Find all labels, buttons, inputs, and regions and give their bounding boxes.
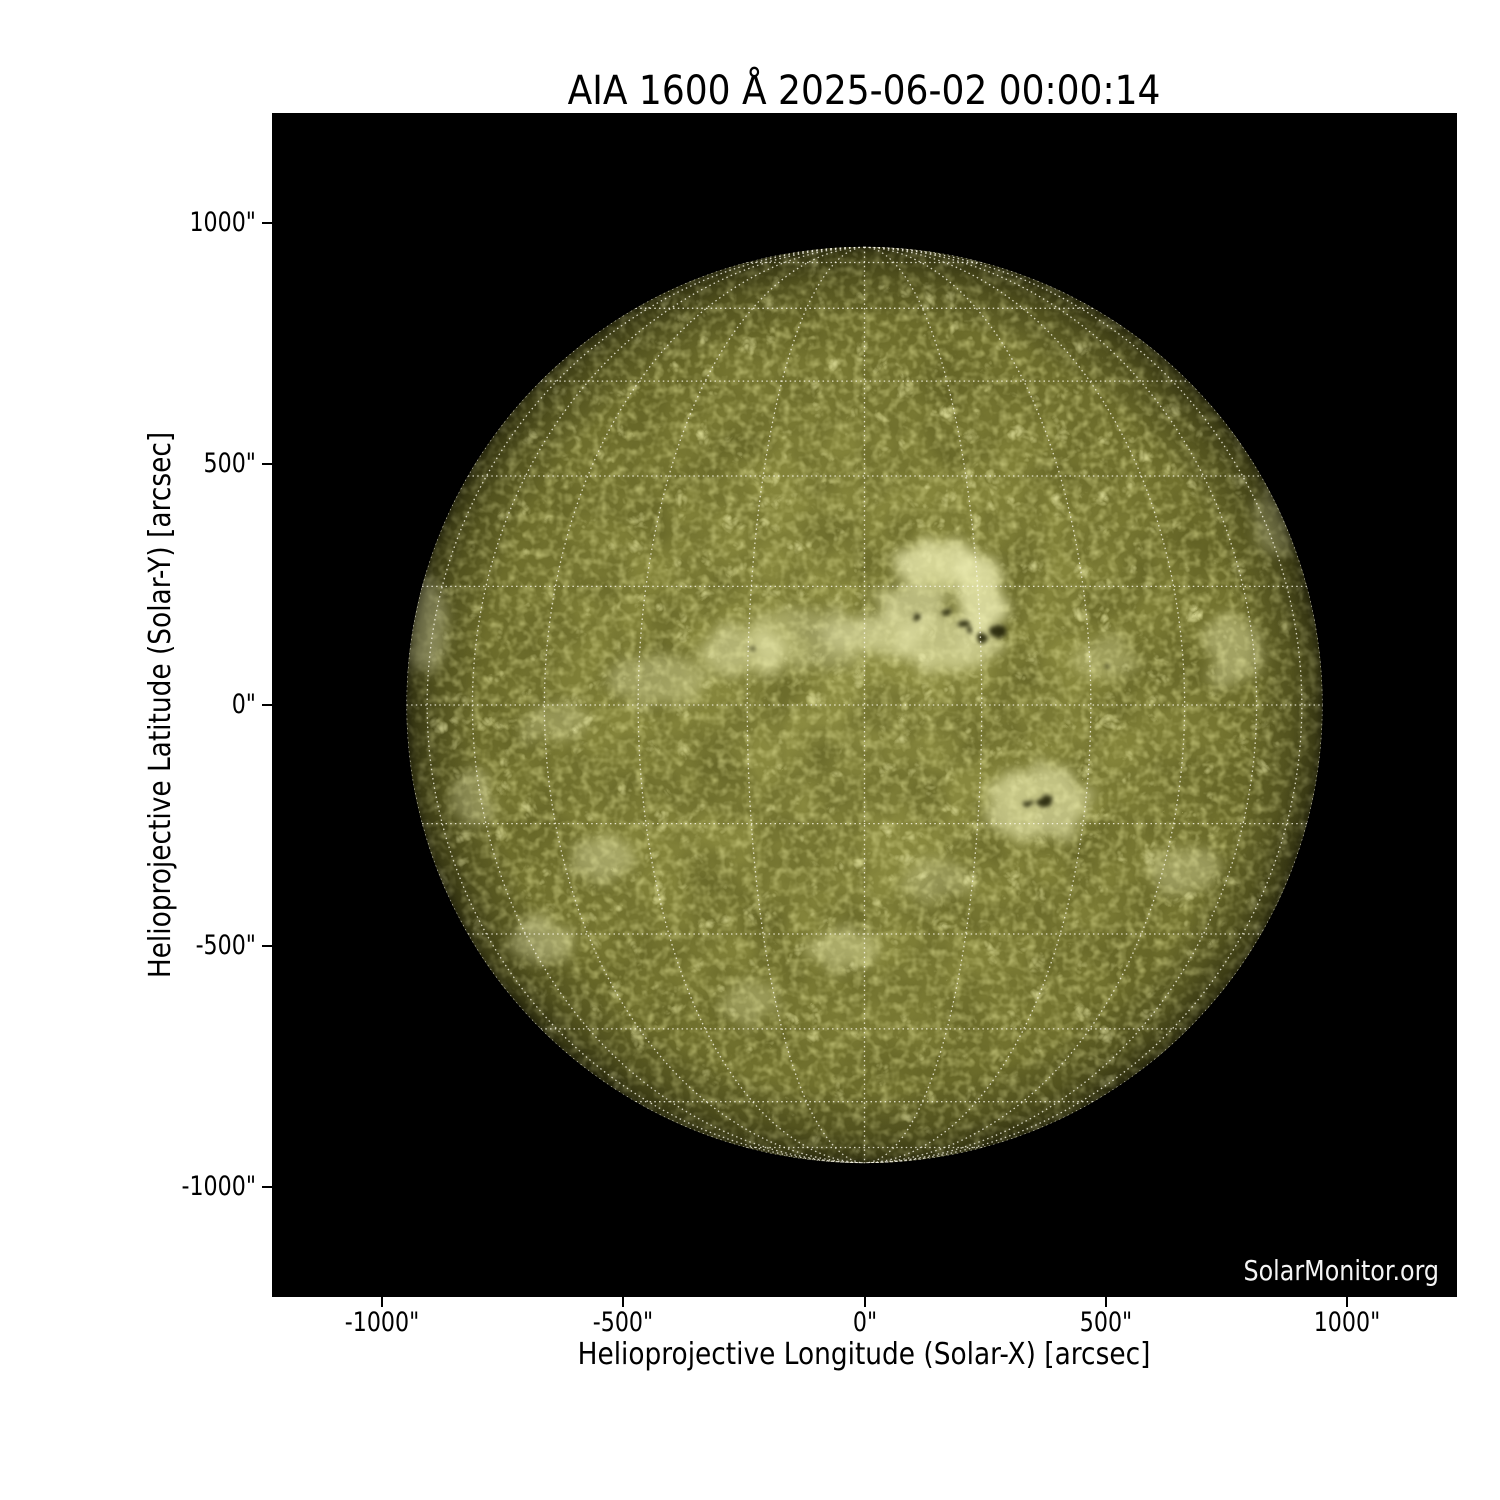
x-tick-mark: [381, 1297, 384, 1307]
heliographic-grid: [406, 246, 1323, 1164]
credit-watermark: SolarMonitor.org: [1243, 1254, 1439, 1287]
y-tick-label: 1000": [189, 207, 256, 239]
x-tick-mark: [863, 1297, 866, 1307]
y-tick-mark: [262, 463, 272, 466]
x-tick-label: -500": [593, 1307, 654, 1338]
y-tick-mark: [262, 704, 272, 706]
x-axis-title: Helioprojective Longitude (Solar-X) [arc…: [577, 1337, 1151, 1372]
y-tick-label: -500": [195, 929, 256, 961]
figure-title: AIA 1600 Å 2025-06-02 00:00:14: [567, 68, 1161, 114]
x-tick-label: -1000": [345, 1307, 420, 1338]
x-tick-mark: [622, 1297, 625, 1307]
y-tick-mark: [262, 1185, 272, 1188]
y-tick-mark: [262, 222, 272, 225]
x-tick-mark: [1104, 1297, 1107, 1307]
x-tick-label: 1000": [1313, 1307, 1380, 1338]
y-tick-label: 0": [231, 689, 256, 720]
x-tick-mark: [1345, 1297, 1348, 1307]
y-tick-label: -1000": [181, 1170, 256, 1202]
plot-area: SolarMonitor.org: [272, 113, 1457, 1297]
x-tick-label: 0": [852, 1307, 877, 1338]
y-tick-label: 500": [203, 448, 256, 480]
solar-disk-image: [272, 113, 1457, 1297]
y-tick-mark: [262, 944, 272, 947]
x-tick-label: 500": [1079, 1307, 1132, 1338]
